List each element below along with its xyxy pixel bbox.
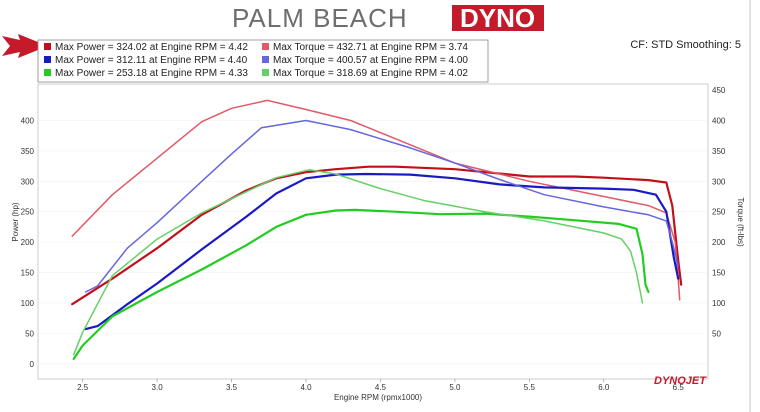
- x-axis-label: Engine RPM (rpmx1000): [334, 393, 422, 402]
- y-left-tick-label: 150: [21, 269, 35, 278]
- x-axis: 2.5 3.0 3.5 4.0 4.5 5.0 5.5 6.0 6.5: [77, 379, 684, 392]
- y-right-axis: 50 100 150 200 250 300 350 400 450: [712, 86, 726, 338]
- legend-entry: Max Torque = 432.71 at Engine RPM = 3.74: [273, 42, 468, 53]
- y-left-tick-label: 400: [21, 116, 35, 125]
- x-tick-label: 5.0: [449, 383, 461, 392]
- y-left-tick-label: 250: [21, 208, 35, 217]
- y-left-tick-label: 200: [21, 238, 35, 247]
- legend-swatch: [44, 43, 51, 50]
- y-left-tick-label: 50: [25, 329, 34, 338]
- y-right-tick-label: 100: [712, 299, 726, 308]
- legend-swatch: [262, 56, 269, 63]
- x-tick-label: 6.5: [673, 383, 685, 392]
- y-right-tick-label: 350: [712, 147, 726, 156]
- y-right-tick-label: 300: [712, 177, 726, 186]
- cf-smoothing-label: CF: STD Smoothing: 5: [630, 39, 741, 51]
- y-left-tick-label: 0: [30, 360, 35, 369]
- arrow-icon: [2, 34, 48, 58]
- series-lines: [71, 99, 683, 360]
- logo-text-dark: DYNO: [460, 3, 535, 33]
- y-left-tick-label: 350: [21, 147, 35, 156]
- x-tick-label: 4.0: [300, 383, 312, 392]
- x-tick-label: 6.0: [598, 383, 610, 392]
- y-left-axis: 0 50 100 150 200 250 300 350 400: [21, 116, 35, 368]
- legend-swatch: [44, 56, 51, 63]
- x-tick-label: 3.5: [226, 383, 238, 392]
- legend-swatch: [44, 69, 51, 76]
- legend: Max Power = 324.02 at Engine RPM = 4.42 M…: [44, 42, 468, 79]
- legend-entry: Max Torque = 318.69 at Engine RPM = 4.02: [273, 68, 468, 79]
- x-tick-label: 4.5: [375, 383, 387, 392]
- x-tick-label: 3.0: [152, 383, 164, 392]
- y-right-tick-label: 400: [712, 116, 726, 125]
- x-tick-label: 5.5: [524, 383, 536, 392]
- x-tick-label: 2.5: [77, 383, 89, 392]
- dynojet-brand: DYNOJET: [654, 375, 707, 387]
- legend-entry: Max Power = 253.18 at Engine RPM = 4.33: [55, 68, 248, 79]
- y-right-tick-label: 450: [712, 86, 726, 95]
- y-right-tick-label: 50: [712, 329, 721, 338]
- series-line-6: [72, 169, 644, 356]
- series-line-1: [71, 165, 683, 306]
- y-left-tick-label: 300: [21, 177, 35, 186]
- grid-lines: [38, 120, 708, 365]
- legend-swatch: [262, 43, 269, 50]
- legend-entry: Max Power = 324.02 at Engine RPM = 4.42: [55, 42, 248, 53]
- y-left-tick-label: 100: [21, 299, 35, 308]
- logo-text-light: PALM BEACH: [232, 3, 408, 33]
- series-line-3: [84, 172, 680, 331]
- y-right-tick-label: 200: [712, 238, 726, 247]
- series-line-5: [72, 208, 650, 360]
- legend-swatch: [262, 69, 269, 76]
- y-right-axis-label: Torque (ft-lbs): [736, 197, 745, 247]
- legend-entry: Max Power = 312.11 at Engine RPM = 4.40: [55, 55, 248, 66]
- y-right-tick-label: 150: [712, 269, 726, 278]
- series-line-4: [84, 119, 679, 293]
- y-right-tick-label: 250: [712, 208, 726, 217]
- series-line-2: [71, 99, 681, 301]
- plot-area: [37, 83, 709, 380]
- legend-entry: Max Torque = 400.57 at Engine RPM = 4.00: [273, 55, 468, 66]
- logo-box: [452, 5, 544, 31]
- y-left-axis-label: Power (hp): [11, 202, 20, 241]
